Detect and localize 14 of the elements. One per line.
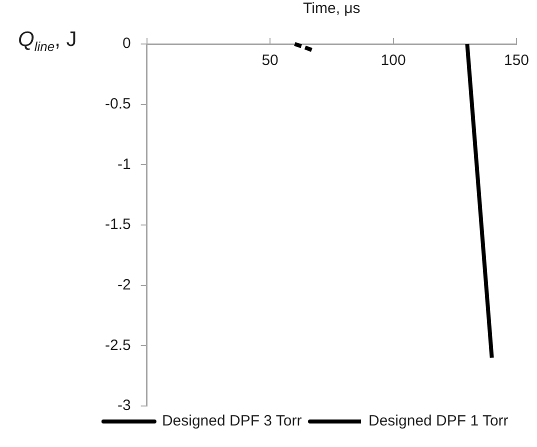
y-tick-label: -2.5 <box>104 336 131 354</box>
x-tick-label: 50 <box>262 52 278 70</box>
x-axis-title: Time, μs <box>303 0 360 18</box>
y-tick-label: -1 <box>118 156 131 173</box>
legend-label: Designed DPF 3 Torr <box>162 412 302 430</box>
legend-label: Designed DPF 1 Torr <box>368 412 508 430</box>
y-tick-label: -3 <box>118 397 131 414</box>
y-tick-label: -2 <box>118 276 131 294</box>
y-tick-label: -0.5 <box>104 95 131 112</box>
y-tick-label: 0 <box>122 35 131 52</box>
x-tick-label: 100 <box>380 52 406 70</box>
y-tick-label: -1.5 <box>104 216 131 234</box>
x-tick-label: 150 <box>504 52 529 70</box>
y-axis-title: Q$_{line}$, J <box>18 28 77 54</box>
